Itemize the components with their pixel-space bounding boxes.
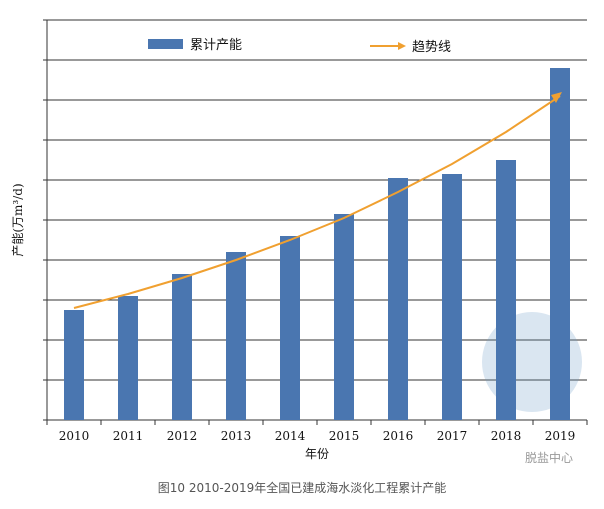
trend-line xyxy=(73,95,561,309)
legend-label-bar: 累计产能 xyxy=(190,38,242,53)
bar-2017 xyxy=(442,174,462,420)
trend-arrowhead xyxy=(551,92,562,103)
x-tick-label: 2012 xyxy=(167,429,198,443)
bar-2019 xyxy=(550,68,570,420)
x-tick-label: 2015 xyxy=(329,429,360,443)
x-tick-label: 2017 xyxy=(437,429,468,443)
legend-swatch-bar xyxy=(148,39,183,49)
x-axis-label: 年份 xyxy=(305,447,329,461)
y-axis-label: 产能(万m³/d) xyxy=(11,183,25,256)
x-tick-label: 2016 xyxy=(383,429,414,443)
watermark-text: 脱盐中心 xyxy=(525,451,574,465)
x-tick-label: 2014 xyxy=(275,429,306,443)
x-tick-label: 2019 xyxy=(545,429,576,443)
x-tick-label: 2010 xyxy=(59,429,90,443)
bar-2010 xyxy=(64,310,84,420)
legend-arrow-icon xyxy=(398,42,406,50)
bar-2012 xyxy=(172,274,192,420)
bar-2011 xyxy=(118,296,138,420)
x-tick-label: 2018 xyxy=(491,429,522,443)
bar-2015 xyxy=(334,214,354,420)
bar-2018 xyxy=(496,160,516,420)
figure-caption: 图10 2010-2019年全国已建成海水淡化工程累计产能 xyxy=(157,481,447,495)
x-tick-label: 2013 xyxy=(221,429,252,443)
chart-svg: 2010 2011 2012 2013 2014 2015 2016 2017 2018 2019… xyxy=(11,19,588,461)
bar-2016 xyxy=(388,178,408,420)
bar-2014 xyxy=(280,236,300,420)
legend-label-trend: 趋势线 xyxy=(412,39,451,55)
x-tick-label: 2011 xyxy=(113,429,144,443)
bar-2013 xyxy=(226,252,246,420)
